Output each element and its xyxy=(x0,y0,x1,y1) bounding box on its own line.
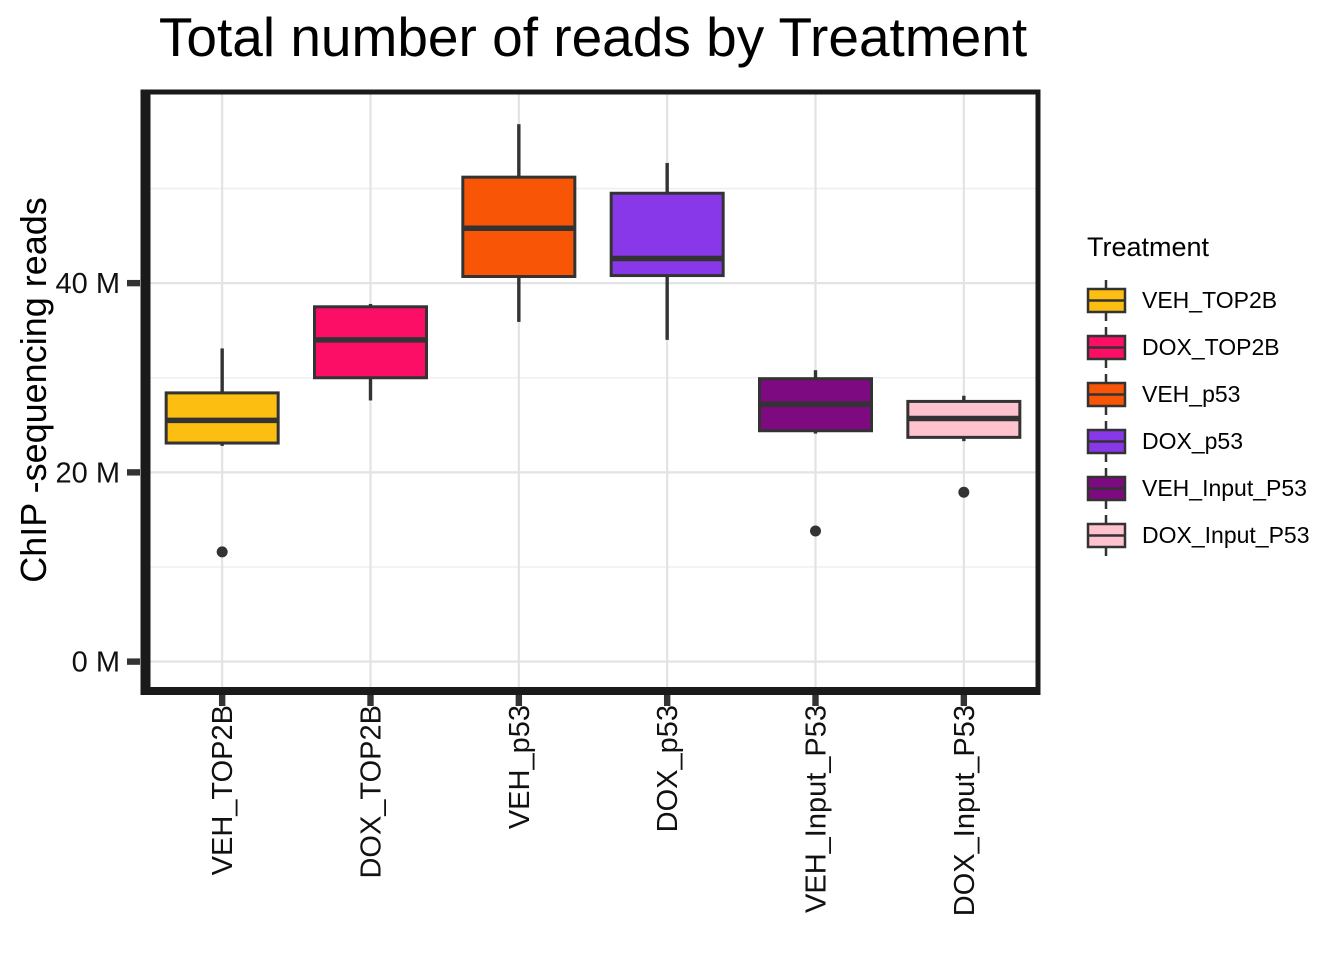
x-tick-label: DOX_p53 xyxy=(652,705,684,832)
boxplot-key-icon xyxy=(1086,374,1127,415)
legend: Treatment VEH_TOP2B DOX_TOP2B VEH_p53 DOX_p… xyxy=(1085,232,1310,559)
boxplot-key-icon xyxy=(1086,468,1127,509)
outlier-point-VEH_TOP2B xyxy=(216,546,228,558)
y-tick-label: 20 M xyxy=(56,457,120,489)
y-tick-label: 0 M xyxy=(72,647,120,679)
legend-item-label: DOX_Input_P53 xyxy=(1142,522,1310,548)
x-tick-label: DOX_TOP2B xyxy=(356,705,388,879)
legend-title: Treatment xyxy=(1087,232,1210,262)
x-tick-label: VEH_TOP2B xyxy=(207,705,239,875)
y-tick-mark xyxy=(127,469,140,476)
legend-item-DOX_TOP2B: DOX_TOP2B xyxy=(1085,324,1310,371)
legend-item-label: VEH_p53 xyxy=(1142,381,1241,407)
outlier-point-DOX_Input_P53 xyxy=(958,486,970,498)
legend-item-DOX_Input_P53: DOX_Input_P53 xyxy=(1085,512,1310,559)
y-tick-mark xyxy=(127,658,140,665)
x-tick-label: VEH_p53 xyxy=(504,705,536,829)
legend-item-VEH_p53: VEH_p53 xyxy=(1085,371,1310,418)
y-tick-label: 40 M xyxy=(56,268,120,300)
boxplot-key-icon xyxy=(1086,327,1127,368)
legend-item-label: VEH_TOP2B xyxy=(1142,287,1278,313)
legend-item-DOX_p53: DOX_p53 xyxy=(1085,418,1310,465)
x-tick-mark xyxy=(812,695,819,706)
x-tick-mark xyxy=(218,695,226,706)
legend-items: VEH_TOP2B DOX_TOP2B VEH_p53 DOX_p53 VEH_Inpu… xyxy=(1085,277,1310,559)
legend-item-label: DOX_p53 xyxy=(1142,428,1244,454)
boxplot-key-icon xyxy=(1086,280,1127,321)
box-DOX_p53 xyxy=(609,191,725,278)
x-tick-mark xyxy=(367,695,374,706)
x-tick-mark xyxy=(663,695,671,706)
legend-item-VEH_Input_P53: VEH_Input_P53 xyxy=(1085,465,1310,512)
x-tick-mark xyxy=(960,695,968,706)
x-tick-label: DOX_Input_P53 xyxy=(949,705,981,916)
boxplot-key-icon xyxy=(1086,515,1127,556)
y-tick-mark xyxy=(127,279,140,287)
legend-item-VEH_TOP2B: VEH_TOP2B xyxy=(1085,277,1310,324)
legend-item-label: VEH_Input_P53 xyxy=(1142,475,1307,501)
panel-background xyxy=(148,92,1038,690)
legend-item-label: DOX_TOP2B xyxy=(1142,334,1280,360)
x-tick-mark xyxy=(515,695,523,706)
boxplot-key-icon xyxy=(1086,421,1127,462)
x-tick-label: VEH_Input_P53 xyxy=(801,705,833,913)
outlier-point-VEH_Input_P53 xyxy=(810,525,821,537)
chart-title: Total number of reads by Treatment xyxy=(158,6,1028,68)
